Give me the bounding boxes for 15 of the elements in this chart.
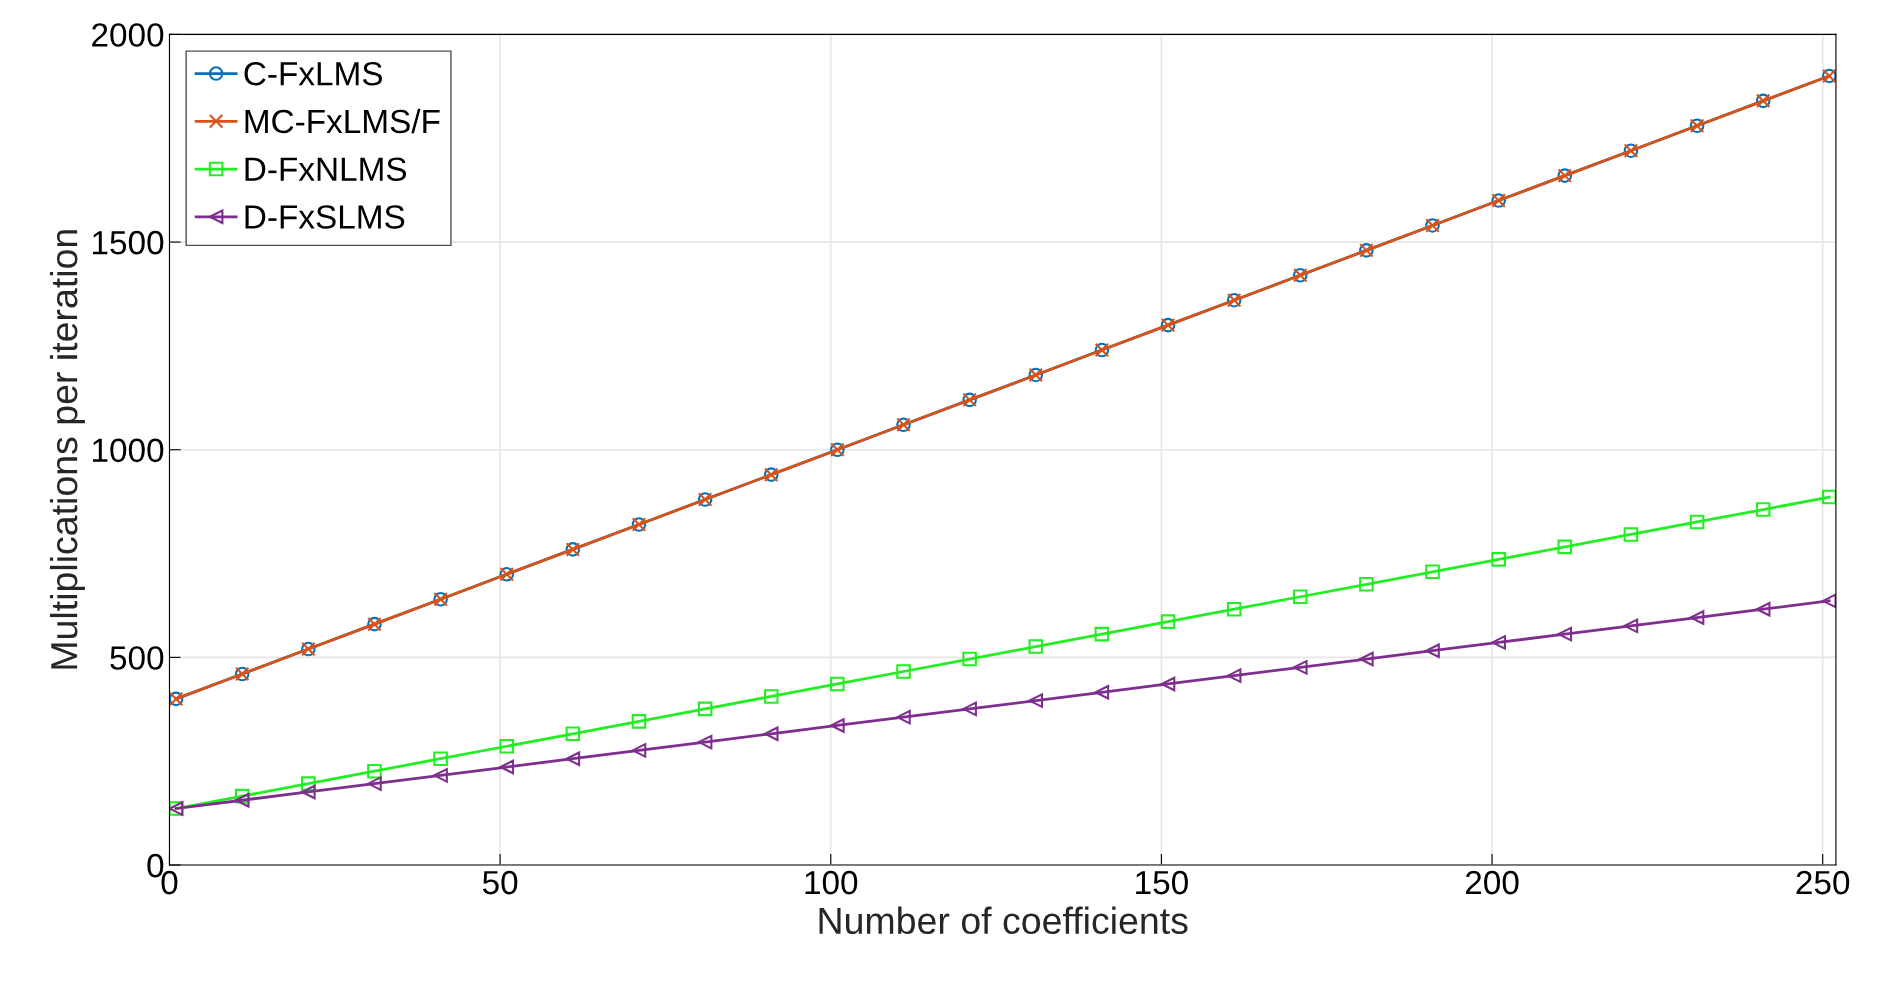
x-axis-title: Number of coefficients [819,906,1188,935]
x-tick-label: 50 [482,870,518,895]
y-tick-label: 1000 [93,438,164,463]
x-tick-label: 150 [1136,870,1188,895]
x-tick-label: 200 [1465,870,1519,895]
y-tick-label: 2000 [92,23,164,47]
legend-label: C-FxLMS [244,61,383,86]
legend-label: D-FxNLMS [245,157,407,182]
y-tick-label: 1500 [93,230,164,255]
legend-label: D-FxSLMS [245,205,405,229]
y-tick-label: 500 [110,646,164,670]
x-tick-label: 100 [805,870,858,895]
y-axis-title: Multiplications per iteration [49,230,85,669]
legend-label: MC-FxLMS/F [245,108,440,134]
x-tick-label: 250 [1796,870,1850,895]
